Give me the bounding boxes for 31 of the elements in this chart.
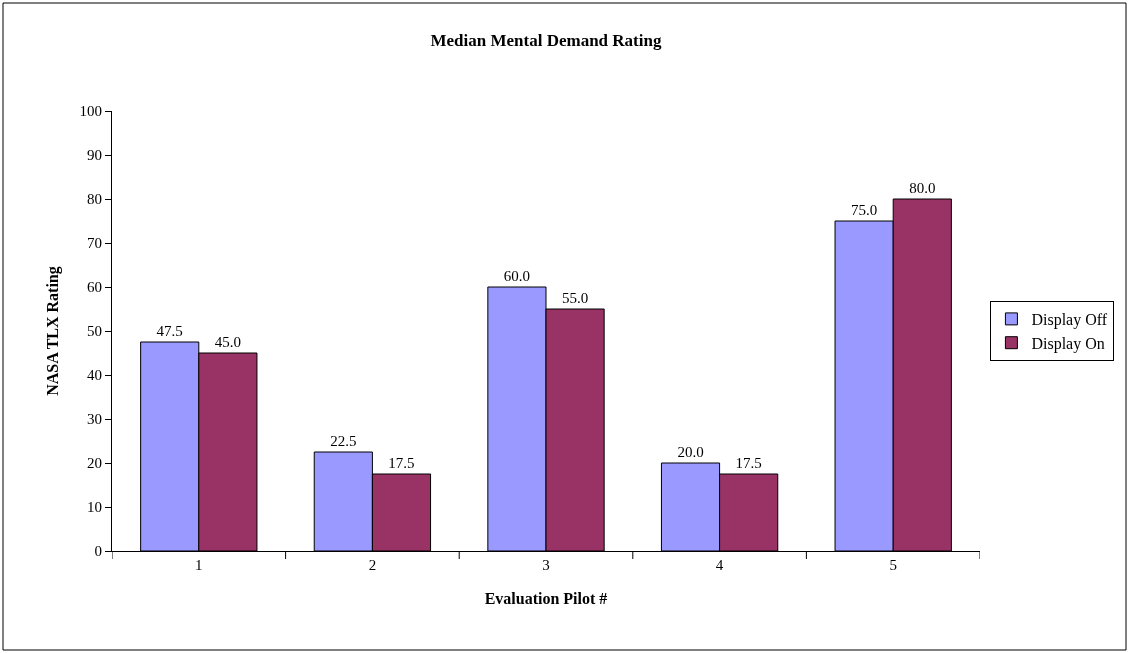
- legend-label: Display Off: [1031, 311, 1108, 330]
- y-tick-label: 0: [94, 543, 102, 560]
- data-label: 45.0: [214, 334, 242, 350]
- x-tick-label: 4: [715, 557, 724, 573]
- data-label: 75.0: [850, 202, 878, 218]
- y-tick-label: 80: [87, 191, 102, 208]
- y-tick-label: 40: [87, 367, 102, 384]
- y-tick-label: 20: [87, 455, 102, 472]
- x-tick-label: 2: [368, 557, 377, 573]
- data-label: 22.5: [330, 433, 357, 449]
- data-label: 47.5: [156, 323, 183, 339]
- x-axis-title: Evaluation Pilot #: [484, 589, 608, 607]
- x-tick-label: 5: [889, 557, 897, 573]
- legend-label: Display On: [1031, 334, 1105, 353]
- y-tick-label: 10: [87, 499, 102, 516]
- chart-title: Median Mental Demand Rating: [430, 30, 662, 50]
- y-tick-label: 70: [87, 235, 102, 252]
- x-tick-label: 1: [195, 557, 203, 573]
- x-tick-label: 3: [542, 557, 550, 573]
- data-label: 80.0: [909, 180, 936, 196]
- y-tick-label: 90: [87, 147, 102, 164]
- data-label: 60.0: [503, 268, 531, 284]
- y-axis-title: NASA TLX Rating: [44, 266, 63, 396]
- data-label: 17.5: [388, 455, 415, 471]
- y-tick-label: 60: [87, 279, 102, 296]
- data-label: 55.0: [561, 290, 589, 306]
- data-label: 17.5: [735, 455, 762, 471]
- y-tick-label: 100: [79, 103, 102, 120]
- y-tick-label: 30: [87, 411, 102, 428]
- data-label: 20.0: [677, 444, 704, 460]
- y-tick-label: 50: [87, 323, 102, 340]
